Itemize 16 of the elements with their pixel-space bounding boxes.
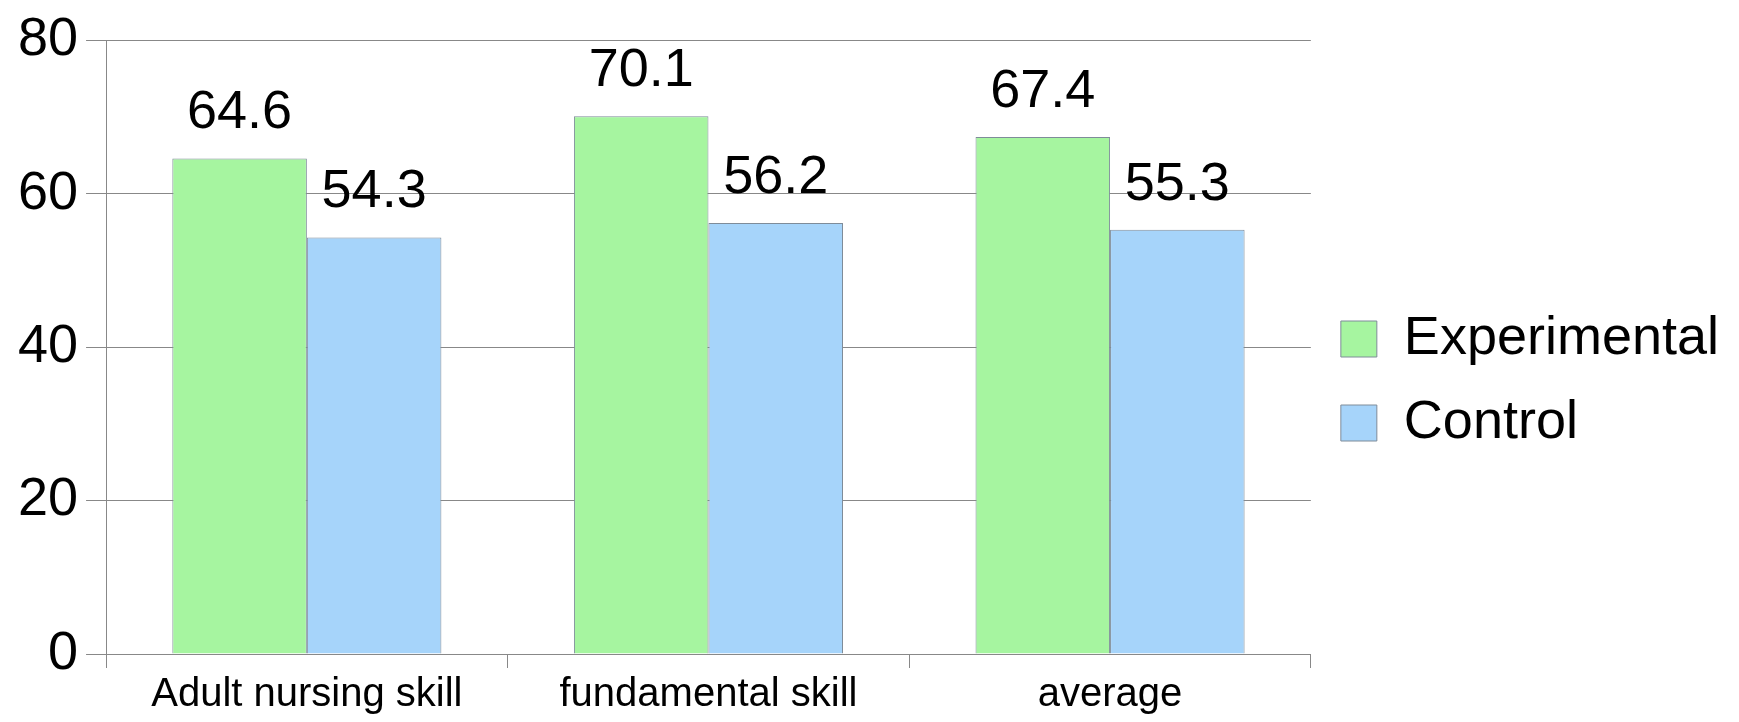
data-label: 64.6: [187, 79, 293, 140]
y-tick-label: 0: [48, 619, 79, 680]
data-label: 55.3: [1124, 150, 1230, 211]
y-tick-label: 60: [17, 159, 79, 220]
y-tick-label: 80: [17, 6, 79, 67]
y-tick-label: 20: [17, 466, 79, 527]
x-tick-label: fundamental skill: [559, 670, 858, 715]
x-tick-label: average: [1037, 670, 1183, 715]
legend-label: Control: [1403, 388, 1578, 449]
x-tick-label: Adult nursing skill: [151, 670, 463, 715]
data-label: 67.4: [990, 57, 1096, 118]
legend-label: Experimental: [1403, 304, 1719, 365]
data-label: 54.3: [321, 158, 427, 219]
data-label: 56.2: [723, 143, 829, 204]
y-tick-label: 40: [17, 313, 79, 374]
data-label: 70.1: [588, 37, 694, 98]
